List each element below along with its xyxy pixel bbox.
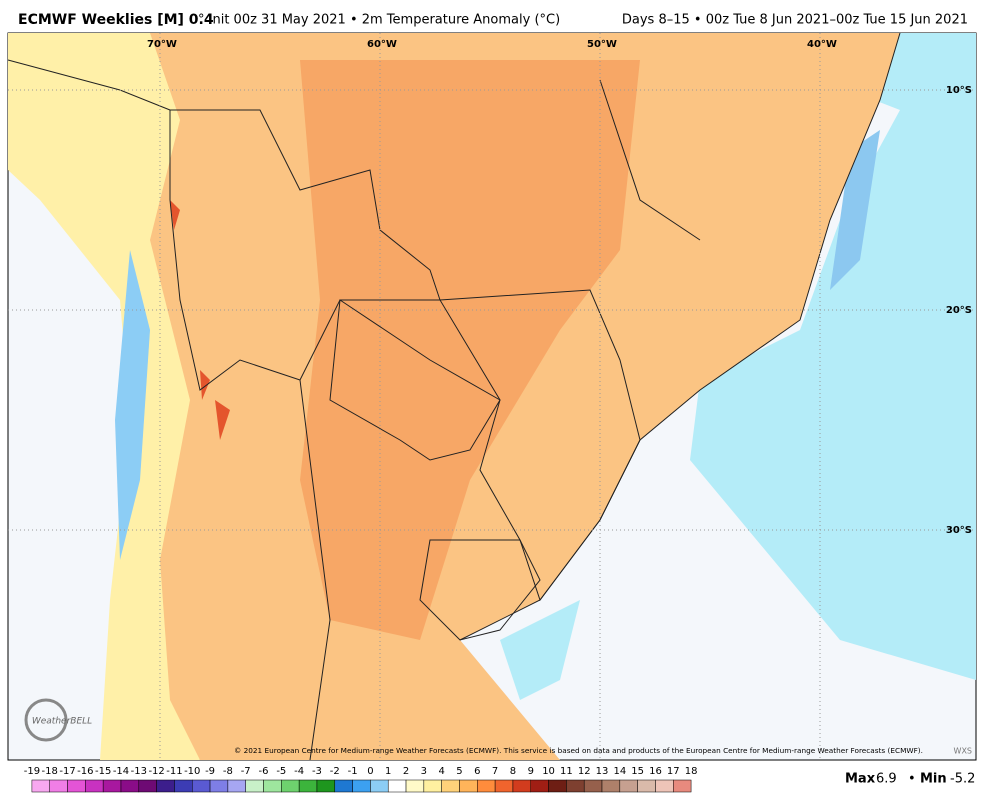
colorbar-swatch <box>334 779 353 793</box>
colorbar-swatch <box>156 779 175 793</box>
colorbar-label: 17 <box>667 766 680 777</box>
colorbar-swatch <box>637 779 656 793</box>
colorbar-swatch <box>494 779 514 793</box>
colorbar-label: 8 <box>510 766 516 777</box>
colorbar-label: 18 <box>685 766 698 777</box>
colorbar-label: -6 <box>259 766 269 777</box>
colorbar-swatch <box>673 779 692 793</box>
colorbar-swatch <box>387 779 407 793</box>
colorbar-label: -18 <box>42 766 58 777</box>
lat-label: 10°S <box>946 85 972 96</box>
colorbar-label: -10 <box>184 766 200 777</box>
colorbar-label: 5 <box>456 766 462 777</box>
colorbar-swatch <box>85 779 104 793</box>
colorbar-label: -9 <box>205 766 215 777</box>
colorbar-swatch <box>619 779 638 793</box>
colorbar-swatch <box>352 779 371 793</box>
colorbar-label: 15 <box>631 766 644 777</box>
colorbar-label: -15 <box>95 766 111 777</box>
colorbar-label: -7 <box>241 766 251 777</box>
colorbar-label: -16 <box>77 766 93 777</box>
min-label: Min <box>920 772 947 787</box>
colorbar-label: -14 <box>113 766 129 777</box>
colorbar-swatch <box>583 779 603 793</box>
lon-label: 40°W <box>807 39 837 50</box>
colorbar-swatch <box>263 779 282 793</box>
colorbar-label: 11 <box>560 766 573 777</box>
colorbar-label: 6 <box>474 766 480 777</box>
copyright: © 2021 European Centre for Medium-range … <box>234 746 923 755</box>
colorbar-label: 7 <box>492 766 498 777</box>
colorbar-swatch <box>227 779 246 793</box>
colorbar-swatch <box>405 779 425 793</box>
separator: • <box>908 772 916 787</box>
colorbar-label: -3 <box>312 766 322 777</box>
colorbar-label: -1 <box>348 766 358 777</box>
colorbar-label: 9 <box>528 766 534 777</box>
colorbar-label: 2 <box>403 766 409 777</box>
colorbar-label: 3 <box>421 766 427 777</box>
max-value: 6.9 <box>876 772 897 787</box>
colorbar-swatch <box>192 779 211 793</box>
colorbar: -19 -18 -17 -16 -15 -14 -13 -12 -11 -10 -9 -8 -7 -6 -5… <box>24 766 698 793</box>
colorbar-label: -2 <box>330 766 340 777</box>
colorbar-swatch <box>566 779 585 793</box>
colorbar-label: 0 <box>367 766 373 777</box>
lon-label: 70°W <box>147 39 177 50</box>
colorbar-swatch <box>281 779 300 793</box>
colorbar-swatch <box>49 779 68 793</box>
colorbar-label: 16 <box>649 766 662 777</box>
colorbar-swatch <box>512 779 531 793</box>
logo: WeatherBELL <box>32 717 92 727</box>
colorbar-label: -17 <box>59 766 75 777</box>
colorbar-label: -13 <box>131 766 147 777</box>
colorbar-label: 1 <box>385 766 391 777</box>
colorbar-swatch <box>245 779 264 793</box>
colorbar-swatch <box>31 779 50 793</box>
colorbar-label: 4 <box>438 766 444 777</box>
colorbar-swatch <box>209 779 229 793</box>
colorbar-swatch <box>370 779 389 793</box>
colorbar-label: -4 <box>294 766 304 777</box>
title-rest: ° Init 00z 31 May 2021 • 2m Temperature … <box>198 13 560 28</box>
colorbar-swatch <box>138 779 157 793</box>
colorbar-swatch <box>298 779 318 793</box>
colorbar-label: -11 <box>166 766 182 777</box>
colorbar-label: -12 <box>148 766 164 777</box>
valid-time: Days 8–15 • 00z Tue 8 Jun 2021–00z Tue 1… <box>622 13 968 28</box>
max-label: Max <box>845 772 876 787</box>
lon-label: 50°W <box>587 39 617 50</box>
colorbar-swatch <box>601 779 621 793</box>
colorbar-swatch <box>530 779 549 793</box>
colorbar-label: 14 <box>613 766 626 777</box>
lon-label: 60°W <box>367 39 397 50</box>
colorbar-label: -19 <box>24 766 40 777</box>
colorbar-swatch <box>655 779 674 793</box>
colorbar-swatch <box>548 779 567 793</box>
colorbar-swatch <box>120 779 140 793</box>
colorbar-label: -5 <box>276 766 286 777</box>
colorbar-swatch <box>423 779 442 793</box>
colorbar-swatch <box>67 779 86 793</box>
colorbar-swatch <box>174 779 193 793</box>
colorbar-swatch <box>102 779 122 793</box>
lat-label: 30°S <box>946 525 972 536</box>
colorbar-swatch <box>441 779 460 793</box>
colorbar-label: 12 <box>578 766 591 777</box>
min-value: -5.2 <box>950 772 975 787</box>
colorbar-swatch <box>316 779 336 793</box>
colorbar-label: 13 <box>596 766 609 777</box>
title-bold: ECMWF Weeklies [M] 0.4 <box>18 12 214 28</box>
lat-label: 20°S <box>946 305 972 316</box>
corner-mark: WXS <box>954 747 972 756</box>
colorbar-swatch <box>459 779 478 793</box>
colorbar-label: -8 <box>223 766 233 777</box>
map: 70°W 60°W 50°W 40°W 10°S 20°S 30°S Weath… <box>7 32 977 761</box>
colorbar-label: 10 <box>542 766 555 777</box>
colorbar-swatch <box>477 779 496 793</box>
